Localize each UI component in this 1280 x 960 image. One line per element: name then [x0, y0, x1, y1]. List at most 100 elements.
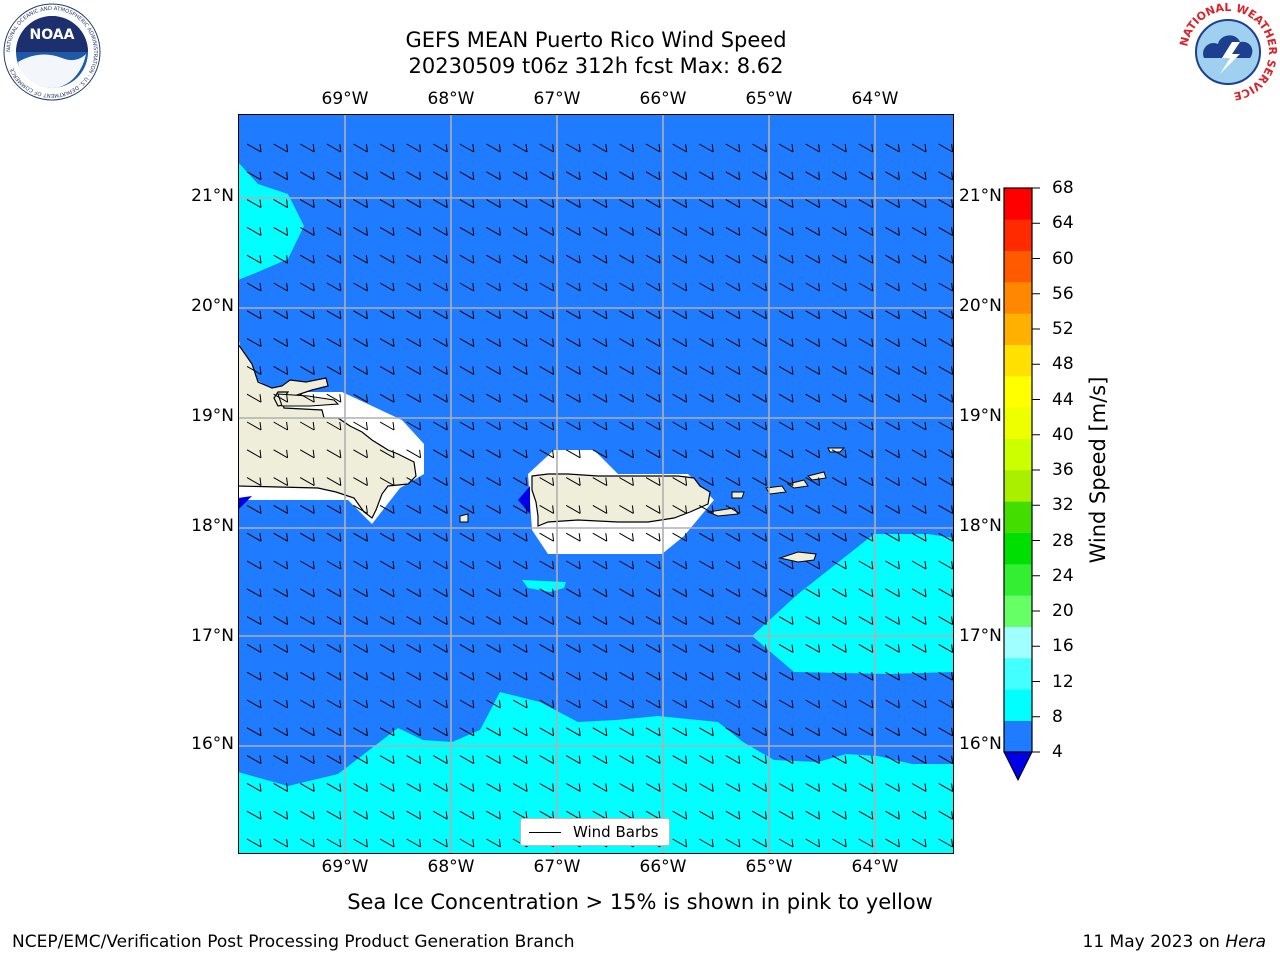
wind-barb: [326, 477, 342, 487]
wind-barb: [938, 532, 954, 542]
wind-barb: [459, 282, 475, 292]
wind-barb: [353, 782, 368, 792]
wind-barb: [831, 504, 847, 514]
wind-barb: [619, 171, 634, 181]
wind-barb: [698, 310, 714, 320]
wind-barb: [353, 199, 368, 209]
wind-barb: [326, 810, 342, 820]
wind-barb: [299, 810, 315, 820]
wind-barb: [619, 755, 634, 765]
wind-barb: [805, 449, 821, 459]
wind-barb: [486, 838, 501, 848]
wind-barb: [432, 838, 448, 848]
wind-barb: [645, 338, 661, 348]
lat-label-right-17n: 17°N: [959, 626, 1002, 646]
wind-barb: [698, 254, 714, 264]
wind-barb: [326, 532, 342, 542]
wind-barb: [406, 477, 422, 487]
wind-barb: [246, 616, 262, 626]
wind-barb: [379, 282, 395, 292]
wind-barb: [592, 226, 608, 236]
wind-barb: [273, 727, 289, 737]
wind-barb: [885, 588, 900, 598]
wind-barb: [539, 810, 555, 820]
wind-barb: [432, 365, 448, 375]
wind-barb: [805, 477, 821, 487]
wind-barb: [326, 755, 342, 765]
wind-barb: [752, 365, 767, 375]
wind-barb: [406, 365, 422, 375]
wind-barb: [805, 143, 821, 153]
wind-barb: [645, 504, 661, 514]
wind-barb: [885, 282, 900, 292]
wind-barb: [858, 199, 874, 209]
wind-barb: [752, 254, 767, 264]
wind-barb: [725, 338, 741, 348]
wind-barb: [379, 365, 395, 375]
wind-barb: [911, 365, 927, 375]
wind-barb: [246, 477, 262, 487]
wind-barb: [592, 532, 608, 542]
wind-barb: [831, 477, 847, 487]
wind-barb: [831, 226, 847, 236]
wind-barb: [805, 643, 821, 653]
wind-barb: [326, 199, 342, 209]
wind-barb: [432, 171, 448, 181]
wind-barb: [911, 755, 927, 765]
wind-barb: [672, 782, 688, 792]
wind-barb: [698, 477, 714, 487]
wind-barb: [805, 171, 821, 181]
wind-barb: [592, 588, 608, 598]
wind-barb: [459, 616, 475, 626]
wind-barb: [619, 282, 634, 292]
wind-barb: [592, 504, 608, 514]
wind-barb: [486, 282, 501, 292]
wind-barb: [565, 421, 581, 431]
colorbar-segment: [1004, 564, 1032, 596]
wind-barb: [512, 421, 528, 431]
virgin-island-tortola: [807, 471, 827, 481]
wind-barb: [379, 199, 395, 209]
wind-barb: [486, 588, 501, 598]
map-panel[interactable]: [238, 114, 954, 854]
wind-barb: [512, 449, 528, 459]
colorbar-segment: [1004, 720, 1032, 753]
wind-barb: [805, 365, 821, 375]
wind-barb: [805, 282, 821, 292]
wind-barb: [858, 532, 874, 542]
wind-barb: [938, 755, 954, 765]
wind-barb: [565, 616, 581, 626]
lat-label-left-20n: 20°N: [191, 296, 234, 316]
wind-barb: [938, 338, 954, 348]
wind-barb: [565, 365, 581, 375]
colorbar-tick-label: 12: [1052, 671, 1074, 692]
wind-barb: [565, 199, 581, 209]
wind-barb: [353, 282, 368, 292]
wind-barb: [379, 588, 395, 598]
wind-barb: [326, 671, 342, 681]
wind-barb: [299, 755, 315, 765]
colorbar-segment: [1004, 689, 1032, 721]
wind-barb: [698, 365, 714, 375]
lon-label-top-68w: 68°W: [427, 89, 475, 109]
wind-barb: [672, 643, 688, 653]
colorbar-tick-label: 24: [1052, 565, 1074, 586]
wind-barb: [805, 838, 821, 848]
wind-barb: [432, 449, 448, 459]
wind-barb: [353, 838, 368, 848]
colorbar-tick-label: 64: [1052, 213, 1074, 234]
graticule: [238, 114, 954, 854]
wind-barb: [379, 782, 395, 792]
wind-barb: [619, 338, 634, 348]
wind-barb: [619, 588, 634, 598]
wind-barb: [406, 838, 422, 848]
wind-barb: [459, 699, 475, 709]
wind-barb: [752, 226, 767, 236]
wind-barb: [326, 504, 342, 514]
lat-label-right-18n: 18°N: [959, 516, 1002, 536]
wind-barb: [885, 810, 900, 820]
wind-barb: [698, 616, 714, 626]
wind-barb: [299, 365, 315, 375]
wind-barb: [512, 171, 528, 181]
wind-barb: [246, 671, 262, 681]
